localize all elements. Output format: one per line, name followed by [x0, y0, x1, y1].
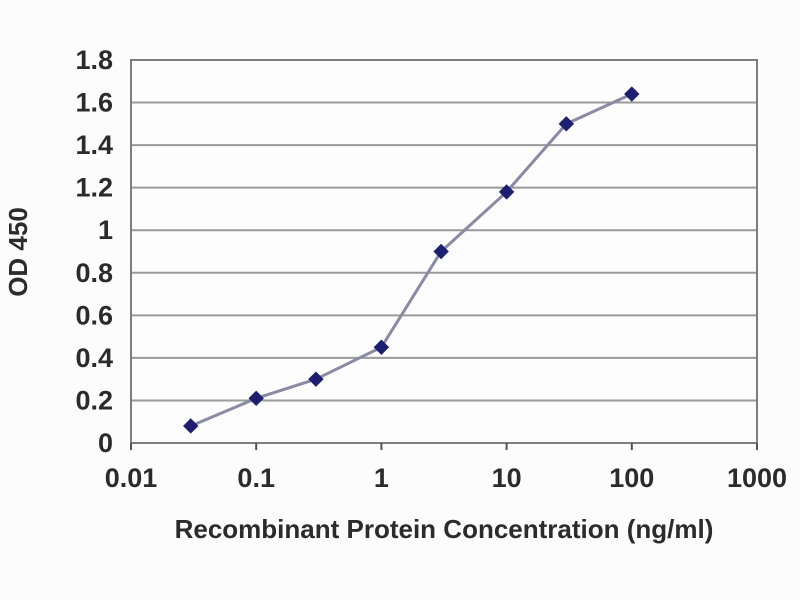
data-point: [498, 184, 515, 200]
y-tick-label: 1.2: [75, 173, 113, 203]
x-tick-label: 1: [374, 463, 389, 493]
data-series: [183, 86, 640, 434]
data-point: [248, 390, 264, 407]
x-axis-title: Recombinant Protein Concentration (ng/ml…: [175, 514, 714, 544]
y-axis-title: OD 450: [3, 207, 33, 297]
y-tick-label: 1.4: [75, 130, 113, 160]
y-tick-label: 0.6: [75, 300, 113, 330]
data-point: [624, 86, 640, 102]
y-tick-label: 1: [98, 215, 113, 245]
y-tick-labels: 0 0.2 0.4 0.6 0.8 1 1.2 1.4 1.6 1.8: [75, 45, 113, 458]
data-point: [433, 243, 449, 260]
y-tick-label: 1.8: [75, 45, 113, 75]
y-tick-label: 0: [98, 428, 113, 458]
x-tick-label: 0.1: [237, 463, 275, 493]
x-tick-marks: [130, 443, 758, 450]
data-point: [308, 371, 324, 387]
series-line: [190, 92, 633, 428]
x-tick-label: 0.01: [105, 463, 158, 493]
y-tick-label: 0.8: [75, 258, 113, 288]
x-tick-label: 10: [492, 463, 522, 493]
gridlines: [131, 101, 757, 402]
data-point: [558, 116, 575, 132]
plot-border: [130, 59, 758, 444]
y-tick-label: 0.4: [75, 343, 113, 373]
data-point: [373, 339, 390, 355]
axes-border: [130, 59, 758, 444]
y-tick-label: 1.6: [75, 88, 113, 118]
x-tick-label: 1000: [727, 463, 787, 493]
y-tick-label: 0.2: [75, 385, 113, 415]
x-tick-labels: 0.01 0.1 1 10 100 1000: [105, 463, 787, 493]
x-tick-label: 100: [609, 463, 654, 493]
data-point: [183, 418, 199, 434]
